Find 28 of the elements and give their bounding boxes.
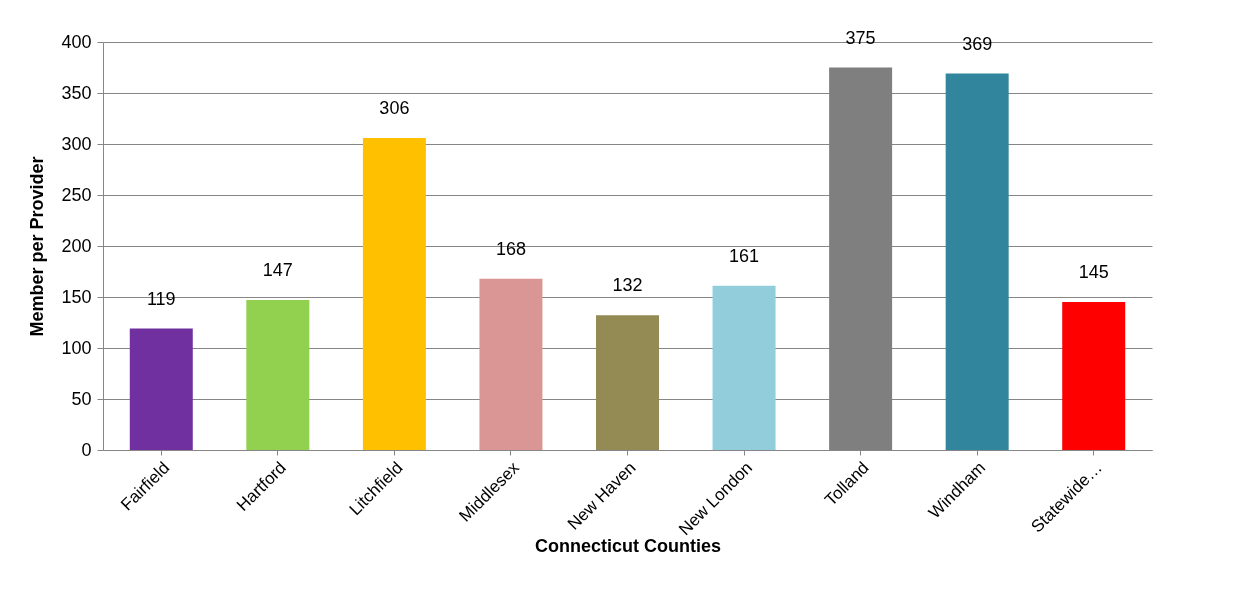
bar [596,315,659,450]
y-axis-title: Member per Provider [27,156,48,337]
data-label: 147 [262,260,293,281]
bar [479,278,543,450]
bar [362,137,426,450]
data-label: 161 [729,245,760,266]
bar [129,328,193,450]
data-label: 119 [146,288,176,309]
y-tick-label: 400 [61,31,92,52]
data-label: 306 [379,97,410,118]
y-tick-label: 50 [71,388,92,409]
data-label: 168 [495,238,526,259]
y-tick-label: 350 [61,82,92,103]
bar [712,285,776,450]
y-tick-label: 100 [61,337,92,358]
data-label: 369 [962,33,993,54]
y-tick-label: 200 [61,235,92,256]
x-axis-title: Connecticut Counties [534,536,722,557]
data-label: 375 [845,27,876,48]
data-label: 132 [612,275,643,296]
y-tick-label: 300 [61,133,92,154]
y-tick-label: 250 [61,184,92,205]
data-label: 145 [1078,262,1109,283]
y-tick-label: 0 [81,439,92,460]
y-tick-label: 150 [61,286,92,307]
bar [246,300,310,450]
bar [945,73,1009,450]
bar [1062,302,1126,450]
